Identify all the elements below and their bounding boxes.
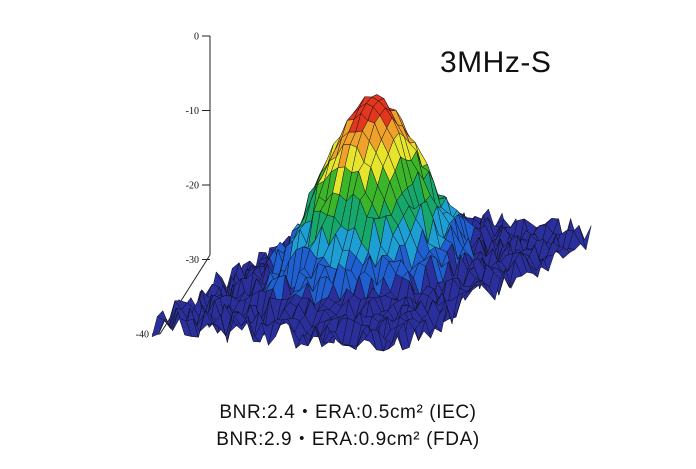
z-tick-label: -20 xyxy=(186,181,199,192)
surface-mesh xyxy=(152,95,591,352)
z-tick-label: -30 xyxy=(186,255,199,266)
z-tick-label: -10 xyxy=(186,106,199,117)
caption-iec: BNR:2.4・ERA:0.5cm² (IEC) xyxy=(0,397,696,424)
caption-fda: BNR:2.9・ERA:0.9cm² (FDA) xyxy=(0,424,696,451)
chart-title: 3MHz-S xyxy=(440,46,551,80)
z-tick-label: 0 xyxy=(194,32,199,43)
surface-cell xyxy=(152,317,164,337)
z-tick-label: -40 xyxy=(136,330,149,341)
